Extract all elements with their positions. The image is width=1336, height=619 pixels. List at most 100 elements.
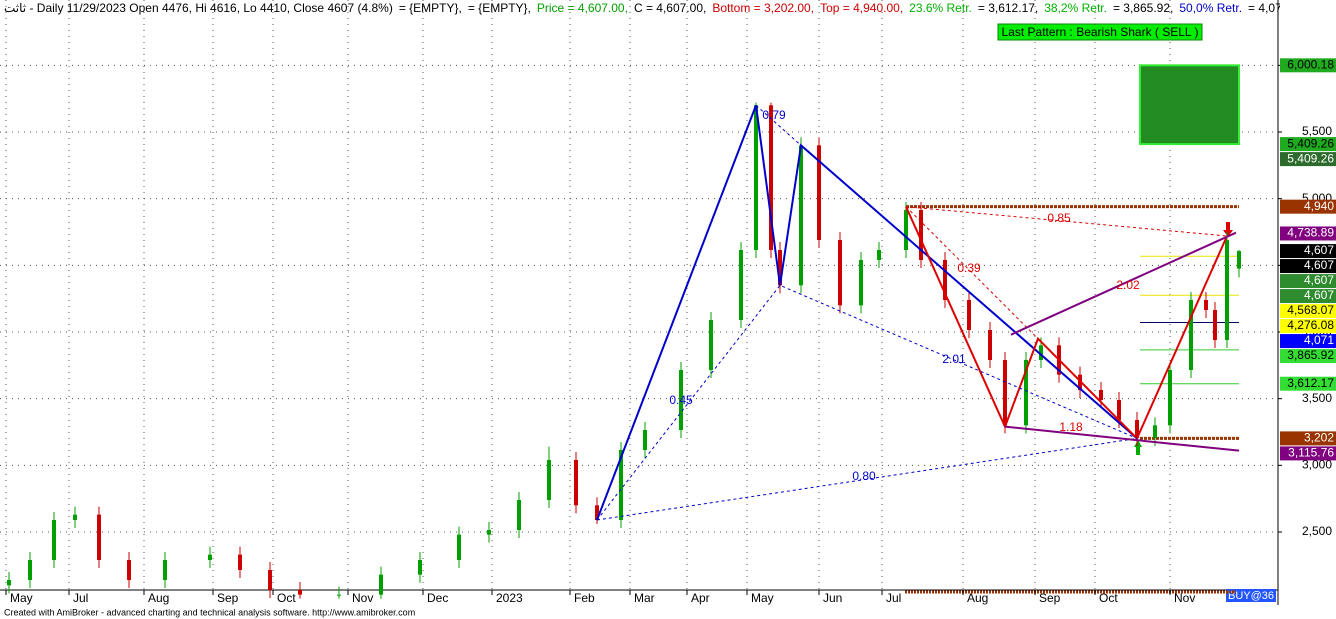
candle-body bbox=[643, 430, 647, 450]
x-tick-label: Aug bbox=[148, 591, 169, 605]
x-tick-label: 2023 bbox=[496, 591, 523, 605]
header-segment: = 4,07 bbox=[1248, 1, 1280, 15]
candle-body bbox=[817, 145, 821, 240]
x-tick-label: Jun bbox=[823, 591, 842, 605]
header-segment: 38,2% Retr. bbox=[1044, 1, 1107, 15]
header-segment: 23.6% Retr. bbox=[909, 1, 972, 15]
price-box bbox=[1280, 319, 1336, 334]
candle-body bbox=[859, 260, 863, 306]
buy-arrow-stem bbox=[1136, 447, 1140, 455]
x-tick-label: Apr bbox=[691, 591, 710, 605]
pattern-label-box bbox=[997, 23, 1203, 41]
candle-body bbox=[1153, 425, 1157, 438]
candle-body bbox=[1237, 251, 1241, 269]
pattern-line bbox=[905, 206, 1228, 441]
sell-arrow-stem bbox=[1226, 222, 1230, 230]
candle-body bbox=[517, 500, 521, 530]
header-segment: = {EMPTY}, bbox=[398, 1, 462, 15]
x-tick-label: May bbox=[10, 591, 33, 605]
buy-arrow bbox=[1134, 440, 1142, 447]
candle-body bbox=[769, 105, 773, 250]
header-segment: Price = 4,607.00, bbox=[536, 1, 628, 15]
price-box bbox=[1280, 446, 1336, 461]
candle-body bbox=[1099, 390, 1103, 400]
y-tick-label: 5,500 bbox=[1302, 124, 1332, 138]
price-box bbox=[1280, 431, 1336, 446]
header: ثاثت - Daily 11/29/2023 Open 4476, Hi 46… bbox=[4, 1, 1280, 15]
candle-body bbox=[778, 250, 782, 286]
signal-label: BUY@36 bbox=[1228, 590, 1274, 602]
ratio-label: 0.39 bbox=[957, 261, 981, 275]
pattern-line bbox=[1010, 231, 1237, 336]
ratio-label: 2.01 bbox=[942, 352, 966, 366]
pattern-line bbox=[755, 104, 802, 146]
price-box bbox=[1280, 349, 1336, 364]
price-box-label: 4,071 bbox=[1304, 333, 1334, 347]
header-segment: C = 4,607.00, bbox=[633, 1, 707, 15]
price-box-label: 3,865.92 bbox=[1287, 348, 1334, 362]
candle-body bbox=[418, 560, 422, 575]
price-box-label: 5,409.26 bbox=[1287, 136, 1334, 150]
candle-body bbox=[268, 570, 272, 590]
candle-body bbox=[1225, 240, 1229, 340]
candle-body bbox=[163, 560, 167, 580]
price-box-label: 4,940 bbox=[1304, 199, 1334, 213]
candle-body bbox=[1003, 360, 1007, 426]
price-box-label: 4,276.08 bbox=[1287, 318, 1334, 332]
ratio-label: 0.45 bbox=[669, 393, 693, 407]
candle-body bbox=[1204, 300, 1208, 310]
x-tick-label: May bbox=[751, 591, 774, 605]
candle-body bbox=[1024, 360, 1028, 426]
candle-body bbox=[943, 260, 947, 300]
ratio-label: 1.18 bbox=[1059, 420, 1083, 434]
price-box bbox=[1280, 152, 1336, 167]
candle-body bbox=[1135, 420, 1139, 438]
x-tick-label: Jul bbox=[73, 591, 88, 605]
candle-body bbox=[547, 460, 551, 500]
candle-body bbox=[457, 534, 461, 560]
ratio-label: 2.02 bbox=[1116, 278, 1140, 292]
ratio-label: 0.80 bbox=[852, 469, 876, 483]
candle-body bbox=[904, 210, 908, 250]
price-box-label: 4,607 bbox=[1304, 288, 1334, 302]
ratio-label: 0.79 bbox=[762, 108, 786, 122]
header-segment: = 3,865.92, bbox=[1112, 1, 1174, 15]
candle-body bbox=[754, 105, 758, 250]
candle-body bbox=[877, 250, 881, 260]
candle-body bbox=[1168, 370, 1172, 426]
price-box bbox=[1280, 304, 1336, 319]
x-tick-label: Sep bbox=[1039, 591, 1061, 605]
price-box bbox=[1280, 334, 1336, 349]
price-box-label: 4,738.89 bbox=[1287, 226, 1334, 240]
candle-body bbox=[838, 240, 842, 306]
price-box bbox=[1280, 226, 1336, 241]
candle-body bbox=[379, 574, 383, 595]
candle-body bbox=[967, 300, 971, 330]
x-tick-label: Aug bbox=[967, 591, 988, 605]
candle-body bbox=[487, 530, 491, 535]
price-box-label: 4,607 bbox=[1304, 273, 1334, 287]
candle-body bbox=[1213, 310, 1217, 340]
pattern-line bbox=[596, 104, 1138, 521]
price-box bbox=[1280, 244, 1336, 259]
header-segment: = 3,612.17, bbox=[977, 1, 1039, 15]
x-tick-label: Nov bbox=[1174, 591, 1195, 605]
candle-body bbox=[919, 210, 923, 260]
price-box-label: 3,115.76 bbox=[1288, 446, 1334, 460]
candle-body bbox=[574, 460, 578, 506]
pattern-line bbox=[596, 437, 1138, 521]
price-box bbox=[1280, 137, 1336, 152]
candle-body bbox=[238, 554, 242, 570]
candle-body bbox=[337, 594, 341, 596]
x-tick-label: Oct bbox=[1099, 591, 1118, 605]
ratio-label: 0.85 bbox=[1047, 211, 1071, 225]
price-box-label: 4,607 bbox=[1304, 243, 1334, 257]
target-zone bbox=[1139, 64, 1240, 146]
candle-body bbox=[1117, 400, 1121, 420]
candle-body bbox=[28, 560, 32, 580]
candle-body bbox=[52, 520, 56, 560]
x-tick-label: Sep bbox=[217, 591, 239, 605]
price-box bbox=[1280, 58, 1336, 73]
price-box bbox=[1280, 289, 1336, 304]
